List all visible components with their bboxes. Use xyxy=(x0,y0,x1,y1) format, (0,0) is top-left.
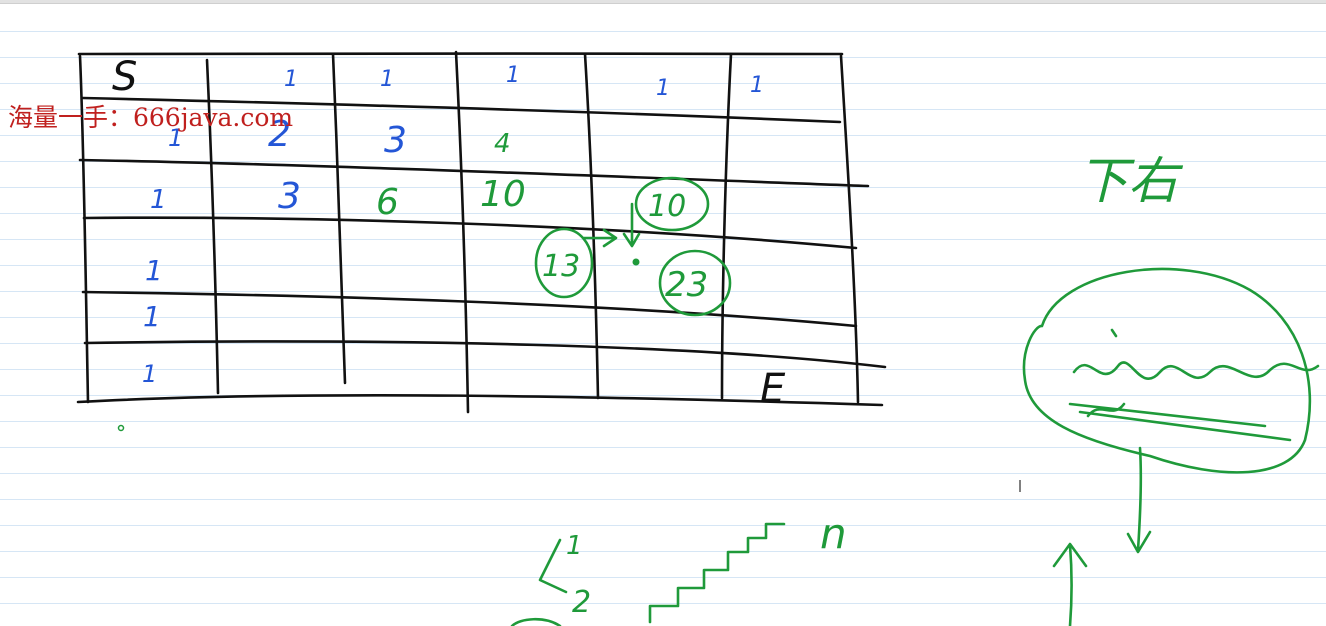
row1-cell-6: 1 xyxy=(750,73,764,98)
stray-dot xyxy=(117,424,125,432)
step-1-label: 1 xyxy=(566,531,583,561)
right-arrow xyxy=(582,228,618,248)
grid-line-v1 xyxy=(78,54,90,404)
row2-cell-1: 1 xyxy=(168,124,183,152)
col1-row6: 1 xyxy=(142,360,157,388)
left-value: 13 xyxy=(542,249,580,284)
watermark-text: 海量一手：666java.com xyxy=(8,103,294,132)
row2-cell-4: 4 xyxy=(494,129,511,159)
row1-cell-4: 1 xyxy=(506,63,520,88)
grid-line-h3 xyxy=(78,158,870,188)
end-label: E xyxy=(760,366,786,412)
row1-cell-3: 1 xyxy=(380,67,394,92)
grid-lines xyxy=(76,50,887,414)
grid-line-v4 xyxy=(454,50,470,414)
grid-line-h7 xyxy=(76,393,884,407)
grid-line-v2 xyxy=(205,58,220,395)
sum-value: 23 xyxy=(665,265,708,305)
partial-circle-bottom xyxy=(510,617,562,626)
grid-line-h4 xyxy=(82,216,858,250)
grid-line-v7 xyxy=(839,54,860,404)
circle-up-value xyxy=(634,176,710,232)
circle-sum-value xyxy=(658,249,732,317)
step-bracket xyxy=(538,538,568,594)
col1-row5: 1 xyxy=(143,300,161,333)
grid-line-v5 xyxy=(583,52,600,400)
grid-line-v6 xyxy=(720,52,733,400)
down-arrow-right xyxy=(1126,446,1152,554)
row3-cell-2: 3 xyxy=(278,176,301,217)
scribble-circle xyxy=(1022,267,1312,474)
down-arrow xyxy=(622,202,641,248)
grid-line-v3 xyxy=(331,52,347,385)
row3-cell-1: 1 xyxy=(150,185,167,215)
scribble-tail xyxy=(1086,402,1126,418)
row1-cell-5: 1 xyxy=(656,76,670,101)
scribble-strike xyxy=(1068,402,1292,442)
circle-left-value xyxy=(534,227,594,299)
step-2-label: 2 xyxy=(572,585,591,620)
n-label: n xyxy=(820,509,847,558)
scribble-tick xyxy=(1110,328,1118,338)
row2-cell-2: 2 xyxy=(268,114,291,155)
staircase-line xyxy=(648,522,786,624)
up-arrow-right xyxy=(1052,542,1088,626)
side-title: 下右 xyxy=(1078,152,1184,210)
row3-cell-3: 6 xyxy=(376,182,399,223)
grid-line-h6 xyxy=(83,340,887,369)
grid-line-h5 xyxy=(81,290,858,328)
col1-row4: 1 xyxy=(145,254,163,287)
scribble-text xyxy=(1072,361,1320,380)
row2-cell-3: 3 xyxy=(384,120,407,161)
start-label: S xyxy=(112,54,137,100)
target-dot xyxy=(632,258,640,266)
up-value: 10 xyxy=(648,189,686,224)
top-edge xyxy=(0,0,1326,4)
recurrence-annotation: 10 13 23 xyxy=(534,176,732,317)
row3-cell-4: 10 xyxy=(480,174,526,215)
scribble-note xyxy=(1019,267,1320,626)
grid-line-h2 xyxy=(81,96,842,124)
row1-cell-2: 1 xyxy=(284,67,298,92)
stairs-sketch: 1 2 n xyxy=(510,509,847,626)
